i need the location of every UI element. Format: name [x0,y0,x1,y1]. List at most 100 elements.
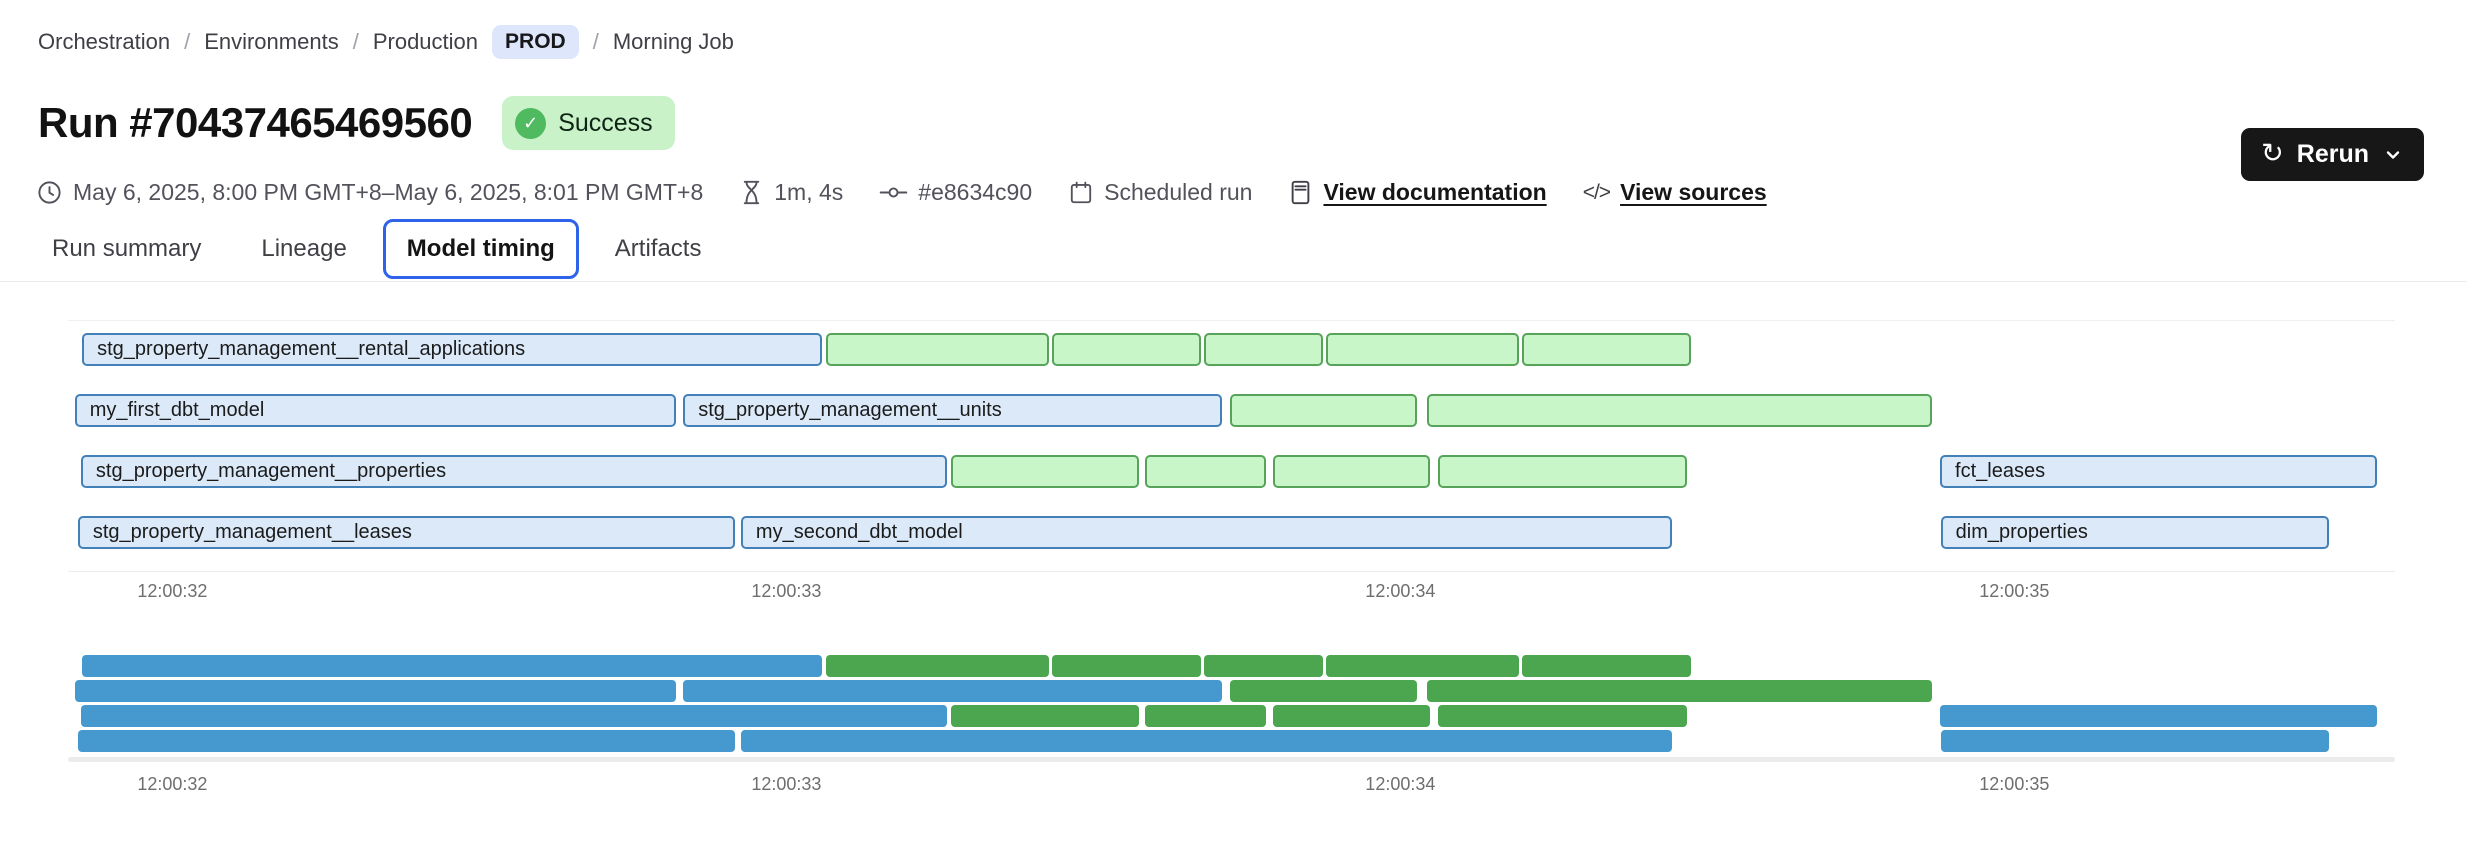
model-bar[interactable] [1521,333,1691,366]
model-bar-label: stg_property_management__properties [95,460,447,482]
chart-row [68,680,2395,702]
tab-bar-divider [0,281,2466,282]
mini-bar[interactable] [1144,705,1266,727]
mini-bar[interactable] [1521,655,1691,677]
breadcrumb-separator: / [592,29,599,54]
mini-bar-stg_property_management__leases[interactable] [77,730,735,752]
model-bar-label: stg_property_management__units [698,399,1002,421]
axis-tick-label: 12:00:33 [751,581,822,601]
status-badge: ✓ Success [502,96,675,150]
model-bar-fct_leases[interactable]: fct_leases [1940,455,2377,488]
document-icon [1292,180,1310,205]
model-bar-label: my_second_dbt_model [755,521,963,543]
code-icon: </> [1582,180,1611,204]
chart-row [68,705,2395,727]
breadcrumb-item-morning-job[interactable]: Morning Job [612,29,734,54]
model-bar-label: dim_properties [1955,521,2088,543]
mini-bar[interactable] [1229,680,1417,702]
run-duration: 1m, 4s [739,179,843,206]
mini-bar[interactable] [1272,705,1430,727]
mini-bar-stg_property_management__rental_applications[interactable] [82,655,822,677]
model-bar-label: fct_leases [1955,460,2046,482]
page-title: Run #70437465469560 [38,99,473,146]
minimap-axis: 12:00:32 12:00:33 12:00:34 12:00:35 [68,774,2395,798]
view-sources-text[interactable]: View sources [1620,179,1767,205]
mini-bar[interactable] [950,705,1139,727]
breadcrumb-item-production[interactable]: Production [372,29,479,54]
model-bar-label: stg_property_management__rental_applicat… [97,338,526,360]
mini-bar-stg_property_management__properties[interactable] [80,705,947,727]
calendar-icon [1070,181,1092,204]
tab-artifacts[interactable]: Artifacts [614,235,702,262]
mini-bar[interactable] [1203,655,1323,677]
timeline-minimap[interactable] [68,652,2395,754]
chart-row: stg_property_management__rental_applicat… [68,333,2395,366]
run-trigger: Scheduled run [1068,179,1252,206]
tab-run-summary[interactable]: Run summary [52,235,202,262]
model-bar[interactable] [1052,333,1201,366]
run-time-window-text: May 6, 2025, 8:00 PM GMT+8–May 6, 2025, … [73,179,704,205]
clock-icon [38,181,61,204]
run-commit-text: #e8634c90 [918,179,1033,205]
run-time-window: May 6, 2025, 8:00 PM GMT+8–May 6, 2025, … [36,179,703,206]
axis-tick-label: 12:00:32 [137,581,208,601]
model-bar-stg_property_management__rental_applications[interactable]: stg_property_management__rental_applicat… [82,333,822,366]
rerun-button-label: Rerun [2296,140,2369,168]
mini-bar[interactable] [1052,655,1201,677]
environment-badge-prod: PROD [492,25,579,59]
view-documentation-link[interactable]: View documentation [1288,179,1547,206]
view-documentation-text[interactable]: View documentation [1323,179,1547,205]
chart-row: stg_property_management__leases my_second… [68,516,2395,549]
refresh-icon: ↻ [2261,138,2284,168]
model-bar-stg_property_management__properties[interactable]: stg_property_management__properties [80,455,947,488]
run-duration-text: 1m, 4s [774,179,844,205]
model-bar[interactable] [1144,455,1266,488]
model-bar[interactable] [825,333,1049,366]
run-commit: #e8634c90 [879,179,1032,206]
mini-bar[interactable] [1426,680,1933,702]
model-bar-label: my_first_dbt_model [89,399,265,421]
mini-bar-my_second_dbt_model[interactable] [740,730,1672,752]
model-timing-axis: 12:00:32 12:00:33 12:00:34 12:00:35 [68,581,2395,605]
model-bar[interactable] [1326,333,1519,366]
chevron-down-icon[interactable] [2382,144,2404,166]
mini-bar[interactable] [1437,705,1688,727]
mini-bar-dim_properties[interactable] [1940,730,2329,752]
axis-tick-label: 12:00:35 [1979,774,2050,794]
tab-lineage[interactable]: Lineage [261,235,347,262]
breadcrumb-item-orchestration[interactable]: Orchestration [38,29,171,54]
model-bar[interactable] [1437,455,1688,488]
chart-row [68,730,2395,752]
chart-row: stg_property_management__properties fct_l… [68,455,2395,488]
breadcrumb-separator: / [352,29,359,54]
view-sources-link[interactable]: </> View sources [1583,179,1767,206]
mini-bar[interactable] [1326,655,1519,677]
breadcrumb-item-environments[interactable]: Environments [204,29,339,54]
model-bar-stg_property_management__units[interactable]: stg_property_management__units [683,394,1222,427]
breadcrumb-separator: / [184,29,191,54]
rerun-button[interactable]: ↻ Rerun [2241,128,2424,181]
model-bar[interactable] [1229,394,1417,427]
tab-model-timing[interactable]: Model timing [382,219,579,279]
axis-tick-label: 12:00:34 [1365,581,1436,601]
model-bar[interactable] [950,455,1139,488]
mini-bar-fct_leases[interactable] [1940,705,2377,727]
hourglass-icon [744,180,760,205]
model-bar[interactable] [1426,394,1933,427]
model-bar-stg_property_management__leases[interactable]: stg_property_management__leases [77,516,735,549]
model-timing-chart: stg_property_management__rental_applicat… [68,320,2395,572]
model-bar-my_first_dbt_model[interactable]: my_first_dbt_model [74,394,676,427]
model-bar-label: stg_property_management__leases [92,521,412,543]
axis-tick-label: 12:00:32 [137,774,208,794]
model-bar-dim_properties[interactable]: dim_properties [1940,516,2329,549]
mini-bar[interactable] [825,655,1049,677]
timeline-scrollbar[interactable] [68,757,2395,762]
model-bar-my_second_dbt_model[interactable]: my_second_dbt_model [740,516,1672,549]
mini-bar-my_first_dbt_model[interactable] [74,680,676,702]
commit-icon [880,187,908,198]
model-bar[interactable] [1272,455,1430,488]
model-bar[interactable] [1203,333,1323,366]
tab-bar: Run summary Lineage Model timing Artifac… [28,219,725,279]
mini-bar-stg_property_management__units[interactable] [683,680,1222,702]
title-row: Run #70437465469560 ✓ Success [38,96,675,150]
